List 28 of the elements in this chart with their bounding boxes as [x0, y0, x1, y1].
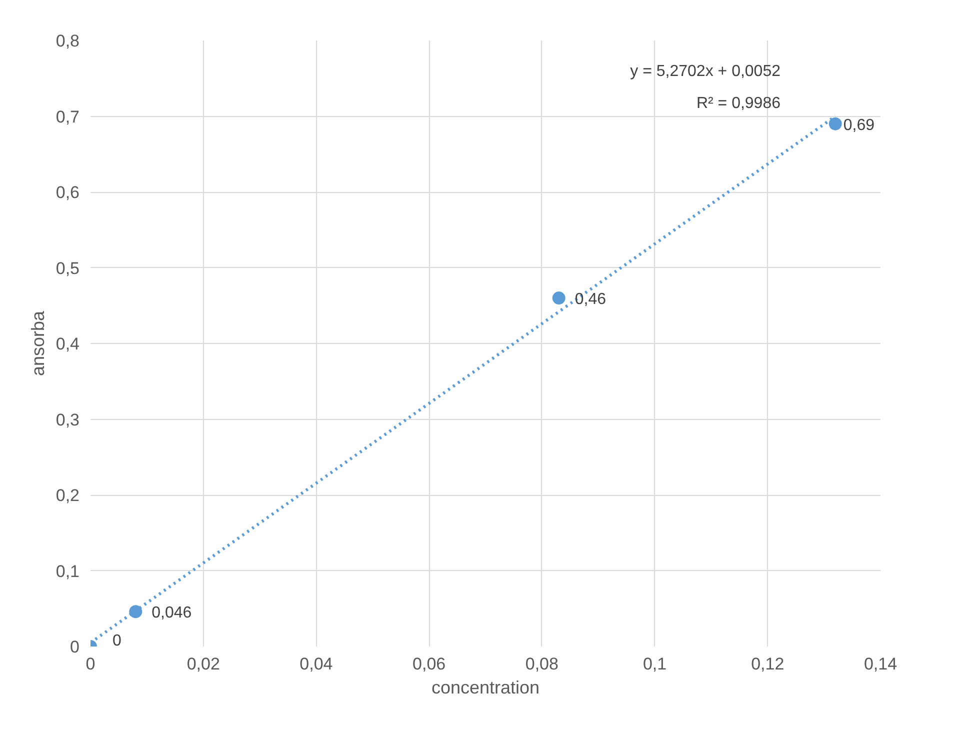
- x-tick-label: 0,02: [186, 654, 220, 674]
- y-tick-label: 0,2: [56, 486, 80, 505]
- y-tick-label: 0,5: [56, 258, 80, 278]
- y-axis-title: ansorba: [28, 310, 48, 376]
- x-tick-label: 0: [86, 654, 96, 674]
- y-tick-label: 0,1: [56, 562, 80, 581]
- point: [129, 605, 142, 618]
- y-tick-label: 0: [70, 638, 80, 656]
- y-tick-label: 0,8: [56, 32, 80, 50]
- x-tick-label: 0,14: [864, 654, 898, 674]
- data-label: 0,46: [574, 291, 606, 308]
- x-tick-label: 0,04: [300, 654, 333, 674]
- point: [552, 292, 566, 305]
- y-tick-label: 0,7: [56, 107, 80, 126]
- x-tick-label: 0,08: [525, 654, 558, 674]
- annotation: y = 5,2702x + 0,0052: [630, 63, 781, 80]
- y-tick-label: 0,3: [56, 410, 80, 430]
- x-tick-label: 0,06: [412, 654, 446, 674]
- annotation: R² = 0,9986: [696, 95, 781, 112]
- x-tick-label: 0,1: [642, 654, 667, 674]
- point: [828, 117, 842, 130]
- x-tick-label: 0,12: [751, 654, 784, 674]
- data-label: 0: [112, 632, 122, 650]
- x-axis-title: concentration: [431, 678, 540, 698]
- data-label: 0,046: [152, 604, 192, 622]
- y-tick-label: 0,4: [56, 334, 80, 354]
- y-tick-label: 0,6: [56, 183, 80, 202]
- data-label: 0,69: [843, 116, 875, 134]
